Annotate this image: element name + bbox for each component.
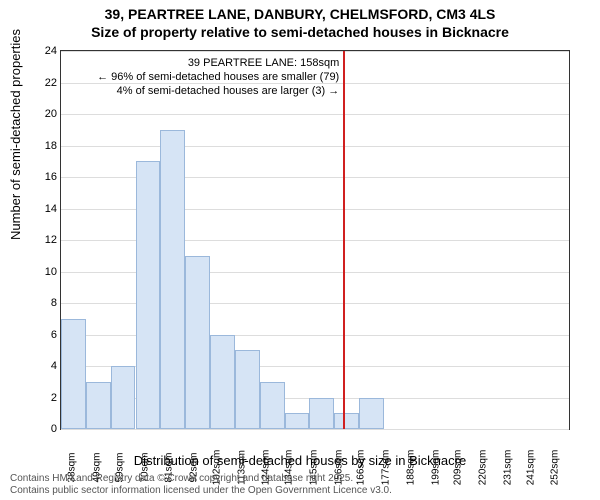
histogram-bar: [285, 413, 310, 429]
annotation-line-1: 39 PEARTREE LANE: 158sqm: [97, 57, 339, 71]
histogram-bar: [111, 366, 136, 429]
gridline: [61, 83, 569, 84]
footer-text: Contains HM Land Registry data © Crown c…: [10, 473, 392, 496]
gridline: [61, 51, 569, 52]
y-tick: 4: [27, 360, 57, 372]
y-tick: 14: [27, 203, 57, 215]
y-tick: 2: [27, 392, 57, 404]
histogram-bar: [185, 256, 210, 429]
y-tick: 24: [27, 45, 57, 57]
histogram-bar: [86, 382, 111, 429]
histogram-bar: [210, 335, 235, 430]
chart-title: 39, PEARTREE LANE, DANBURY, CHELMSFORD, …: [0, 0, 600, 41]
marker-line: [343, 51, 345, 429]
title-line-2: Size of property relative to semi-detach…: [0, 24, 600, 42]
annotation-box: 39 PEARTREE LANE: 158sqm ← 96% of semi-d…: [97, 57, 339, 98]
histogram-bar: [61, 319, 86, 429]
annotation-line-3: 4% of semi-detached houses are larger (3…: [97, 85, 339, 99]
histogram-bar: [235, 350, 260, 429]
histogram-bar: [160, 130, 185, 429]
property-size-chart: 39, PEARTREE LANE, DANBURY, CHELMSFORD, …: [0, 0, 600, 500]
footer-line-2: Contains public sector information licen…: [10, 485, 392, 497]
y-tick: 18: [27, 140, 57, 152]
y-tick: 12: [27, 234, 57, 246]
gridline: [61, 146, 569, 147]
y-tick: 10: [27, 266, 57, 278]
y-tick: 16: [27, 171, 57, 183]
y-tick: 22: [27, 77, 57, 89]
plot-area: 39 PEARTREE LANE: 158sqm ← 96% of semi-d…: [60, 50, 570, 430]
histogram-bar: [136, 161, 161, 429]
histogram-bar: [260, 382, 285, 429]
y-axis-label: Number of semi-detached properties: [8, 29, 23, 240]
histogram-bar: [359, 398, 384, 430]
y-tick: 6: [27, 329, 57, 341]
histogram-bar: [334, 413, 359, 429]
gridline: [61, 114, 569, 115]
y-tick: 8: [27, 297, 57, 309]
gridline: [61, 429, 569, 430]
histogram-bar: [309, 398, 334, 430]
y-tick: 0: [27, 423, 57, 435]
title-line-1: 39, PEARTREE LANE, DANBURY, CHELMSFORD, …: [0, 6, 600, 24]
x-axis-label: Distribution of semi-detached houses by …: [0, 453, 600, 468]
footer-line-1: Contains HM Land Registry data © Crown c…: [10, 473, 392, 485]
y-tick: 20: [27, 108, 57, 120]
